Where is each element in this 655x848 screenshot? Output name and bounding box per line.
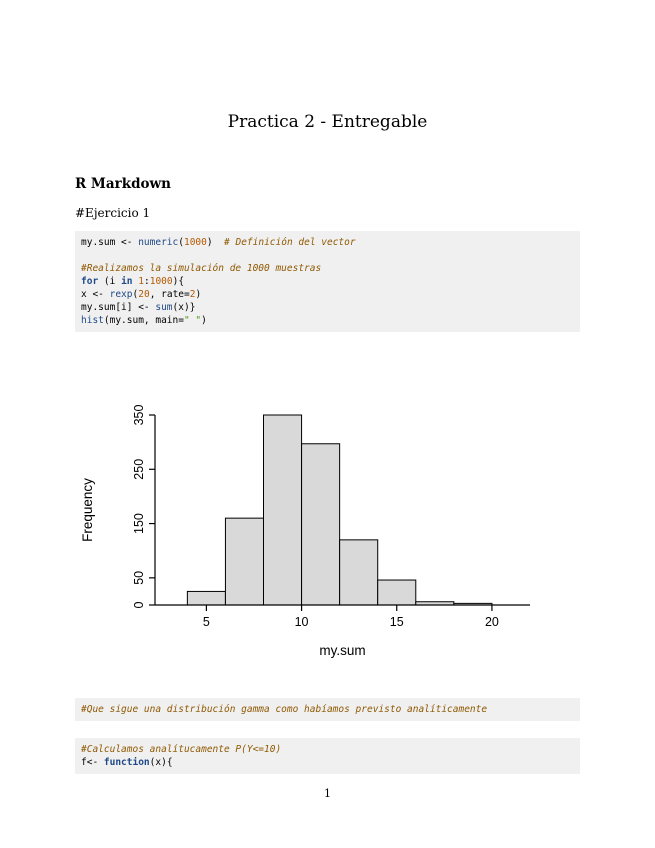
- code-block-probability: #Calculamos analítucamente P(Y<=10) f<- …: [75, 738, 580, 774]
- code-token-plain: ): [195, 289, 202, 300]
- code-token-plain: (i: [98, 276, 122, 287]
- histogram-bar: [186, 590, 226, 606]
- code-token-num: 1000: [149, 276, 173, 287]
- x-axis-label: my.sum: [319, 643, 365, 658]
- document-title: Practica 2 - Entregable: [227, 112, 428, 132]
- y-tick-label: 150: [132, 513, 146, 534]
- code-token-plain: my.sum <-: [81, 237, 139, 248]
- code-token-plain: (: [178, 237, 184, 248]
- code-token-plain: ){: [172, 276, 185, 287]
- x-tick-label: 5: [203, 615, 210, 629]
- x-tick-label: 15: [390, 615, 404, 629]
- code-token-kw: function: [103, 757, 150, 768]
- code-token-comment: #Calculamos analítucamente P(Y<=10): [81, 744, 282, 755]
- code-token-num: 2: [189, 289, 196, 300]
- code-token-fn: numeric: [138, 237, 179, 248]
- code-token-num: 20: [138, 289, 150, 300]
- histogram-bar: [263, 414, 303, 606]
- code-token-comment: #Que sigue una distribución gamma como h…: [81, 704, 488, 715]
- code-token-fn: sum: [155, 302, 173, 313]
- code-token-num: 1: [138, 276, 144, 287]
- histogram-bar: [301, 443, 341, 606]
- y-tick-label: 250: [132, 459, 146, 480]
- code-token-plain: x <-: [81, 289, 110, 300]
- code-block-simulation: my.sum <- numeric(1000) # Definición del…: [75, 231, 580, 332]
- code-token-plain: f<-: [81, 757, 104, 768]
- code-token-plain: (x)}: [172, 302, 196, 313]
- code-token-plain: :: [143, 276, 150, 287]
- x-tick-label: 20: [485, 615, 499, 629]
- code-token-plain: , rate=: [149, 289, 190, 300]
- histogram-bar: [224, 517, 265, 606]
- code-token-comment: # Definición del vector: [224, 237, 356, 248]
- code-token-plain: ): [206, 237, 225, 248]
- code-token-plain: my.sum[i] <-: [81, 302, 156, 313]
- code-token-plain: (my.sum, main=: [103, 315, 184, 326]
- y-axis-label: Frequency: [80, 478, 95, 542]
- code-token-num: 1000: [183, 237, 207, 248]
- histogram-bar: [339, 539, 379, 606]
- code-token-fn: hist: [81, 315, 104, 326]
- exercise-label: #Ejercicio 1: [75, 206, 151, 220]
- page-number: 1: [324, 787, 331, 800]
- code-token-kw: for: [81, 276, 99, 287]
- histogram-svg: 5 10 15 20 0 50 150 250 350 my.sum Frequency: [80, 405, 530, 658]
- y-tick-label: 0: [132, 601, 146, 608]
- code-token-plain: (: [132, 289, 139, 300]
- histogram-bar: [377, 579, 417, 606]
- code-token-fn: rexp: [109, 289, 133, 300]
- histogram-chart: 5 10 15 20 0 50 150 250 350 my.sum Frequency: [78, 378, 548, 682]
- code-token-plain: ): [201, 315, 207, 326]
- section-heading: R Markdown: [75, 176, 171, 192]
- code-block-gamma-comment: #Que sigue una distribución gamma como h…: [75, 698, 580, 721]
- x-tick-label: 10: [295, 615, 309, 629]
- code-token-plain: (x){: [149, 757, 173, 768]
- y-tick-label: 50: [132, 571, 146, 585]
- y-tick-label: 350: [132, 405, 146, 426]
- code-token-str: " ": [183, 315, 202, 326]
- code-token-comment: #Realizamos la simulación de 1000 muestr…: [81, 263, 322, 274]
- code-token-kw: in: [121, 276, 133, 287]
